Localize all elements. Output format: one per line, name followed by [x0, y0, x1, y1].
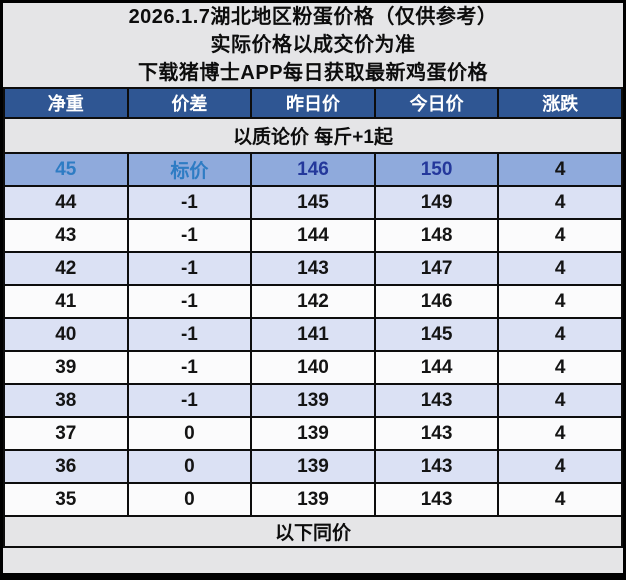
table-row: 45 标价 146 150 4 — [3, 152, 623, 187]
today-price-cell: 145 — [373, 317, 500, 352]
note-section: 以质论价 每斤+1起 — [3, 117, 623, 154]
yesterday-price-cell: 146 — [250, 152, 376, 187]
change-cell: 4 — [497, 482, 623, 517]
today-price-cell: 144 — [373, 350, 500, 385]
net-weight-cell: 44 — [3, 185, 129, 220]
price-table: 净重 价差 昨日价 今日价 涨跌 以质论价 每斤+1起 45 标价 146 150 4 4… — [3, 87, 623, 548]
today-price-cell: 143 — [373, 482, 500, 517]
change-cell: 4 — [497, 152, 623, 187]
net-weight-cell: 40 — [3, 317, 129, 352]
yesterday-price-cell: 139 — [250, 416, 376, 451]
header-net-weight: 净重 — [3, 87, 129, 119]
change-cell: 4 — [497, 284, 623, 319]
yesterday-price-cell: 144 — [250, 218, 376, 253]
price-diff-cell: 0 — [126, 416, 253, 451]
table-row: 35 0 139 143 4 — [3, 482, 623, 517]
change-cell: 4 — [497, 317, 623, 352]
title-line-3: 下载猪博士APP每日获取最新鸡蛋价格 — [137, 61, 489, 84]
net-weight-cell: 38 — [3, 383, 129, 418]
yesterday-price-cell: 141 — [250, 317, 376, 352]
today-price-cell: 148 — [373, 218, 500, 253]
header-today-price: 今日价 — [373, 87, 500, 119]
change-cell: 4 — [497, 416, 623, 451]
price-diff-cell: -1 — [126, 218, 253, 253]
net-weight-cell: 36 — [3, 449, 129, 484]
table-row: 37 0 139 143 4 — [3, 416, 623, 451]
change-cell: 4 — [497, 218, 623, 253]
footer-section: 以下同价 — [3, 515, 623, 548]
price-diff-cell: -1 — [126, 317, 253, 352]
net-weight-cell: 39 — [3, 350, 129, 385]
yesterday-price-cell: 139 — [250, 383, 376, 418]
yesterday-price-cell: 142 — [250, 284, 376, 319]
price-diff-cell: 0 — [126, 482, 253, 517]
price-diff-cell: -1 — [126, 350, 253, 385]
price-table-header: 净重 价差 昨日价 今日价 涨跌 — [3, 87, 623, 119]
price-diff-cell: -1 — [126, 185, 253, 220]
table-row: 39 -1 140 144 4 — [3, 350, 623, 385]
header-row: 净重 价差 昨日价 今日价 涨跌 — [3, 87, 623, 119]
yesterday-price-cell: 145 — [250, 185, 376, 220]
today-price-cell: 143 — [373, 416, 500, 451]
footer-row: 以下同价 — [3, 515, 623, 548]
net-weight-cell: 37 — [3, 416, 129, 451]
today-price-cell: 146 — [373, 284, 500, 319]
change-cell: 4 — [497, 251, 623, 286]
table-row: 38 -1 139 143 4 — [3, 383, 623, 418]
change-cell: 4 — [497, 449, 623, 484]
header-change: 涨跌 — [497, 87, 623, 119]
yesterday-price-cell: 139 — [250, 482, 376, 517]
table-row: 36 0 139 143 4 — [3, 449, 623, 484]
today-price-cell: 143 — [373, 449, 500, 484]
price-card-inner: 2026.1.7湖北地区粉蛋价格（仅供参考） 实际价格以成交价为准 下载猪博士A… — [3, 3, 623, 573]
net-weight-cell: 35 — [3, 482, 129, 517]
title-line-2: 实际价格以成交价为准 — [210, 33, 416, 56]
header-price-diff: 价差 — [126, 87, 253, 119]
price-diff-cell: 0 — [126, 449, 253, 484]
table-row: 40 -1 141 145 4 — [3, 317, 623, 352]
today-price-cell: 147 — [373, 251, 500, 286]
table-row: 43 -1 144 148 4 — [3, 218, 623, 253]
price-diff-cell: -1 — [126, 383, 253, 418]
title-line-1: 2026.1.7湖北地区粉蛋价格（仅供参考） — [128, 5, 498, 28]
net-weight-cell: 45 — [3, 152, 129, 187]
footer-text: 以下同价 — [3, 515, 623, 548]
net-weight-cell: 42 — [3, 251, 129, 286]
price-diff-cell: -1 — [126, 251, 253, 286]
change-cell: 4 — [497, 185, 623, 220]
yesterday-price-cell: 139 — [250, 449, 376, 484]
price-diff-cell: -1 — [126, 284, 253, 319]
price-diff-cell: 标价 — [126, 152, 253, 187]
change-cell: 4 — [497, 350, 623, 385]
change-cell: 4 — [497, 383, 623, 418]
note-text: 以质论价 每斤+1起 — [3, 117, 623, 154]
today-price-cell: 149 — [373, 185, 500, 220]
header-yesterday-price: 昨日价 — [250, 87, 376, 119]
net-weight-cell: 41 — [3, 284, 129, 319]
yesterday-price-cell: 140 — [250, 350, 376, 385]
yesterday-price-cell: 143 — [250, 251, 376, 286]
note-row: 以质论价 每斤+1起 — [3, 117, 623, 154]
title-block: 2026.1.7湖北地区粉蛋价格（仅供参考） 实际价格以成交价为准 下载猪博士A… — [3, 3, 623, 87]
price-table-body: 45 标价 146 150 4 44 -1 145 149 4 43 -1 144 148 4 42 -1 143… — [3, 152, 623, 517]
table-row: 41 -1 142 146 4 — [3, 284, 623, 319]
today-price-cell: 143 — [373, 383, 500, 418]
today-price-cell: 150 — [373, 152, 500, 187]
table-row: 44 -1 145 149 4 — [3, 185, 623, 220]
table-row: 42 -1 143 147 4 — [3, 251, 623, 286]
net-weight-cell: 43 — [3, 218, 129, 253]
